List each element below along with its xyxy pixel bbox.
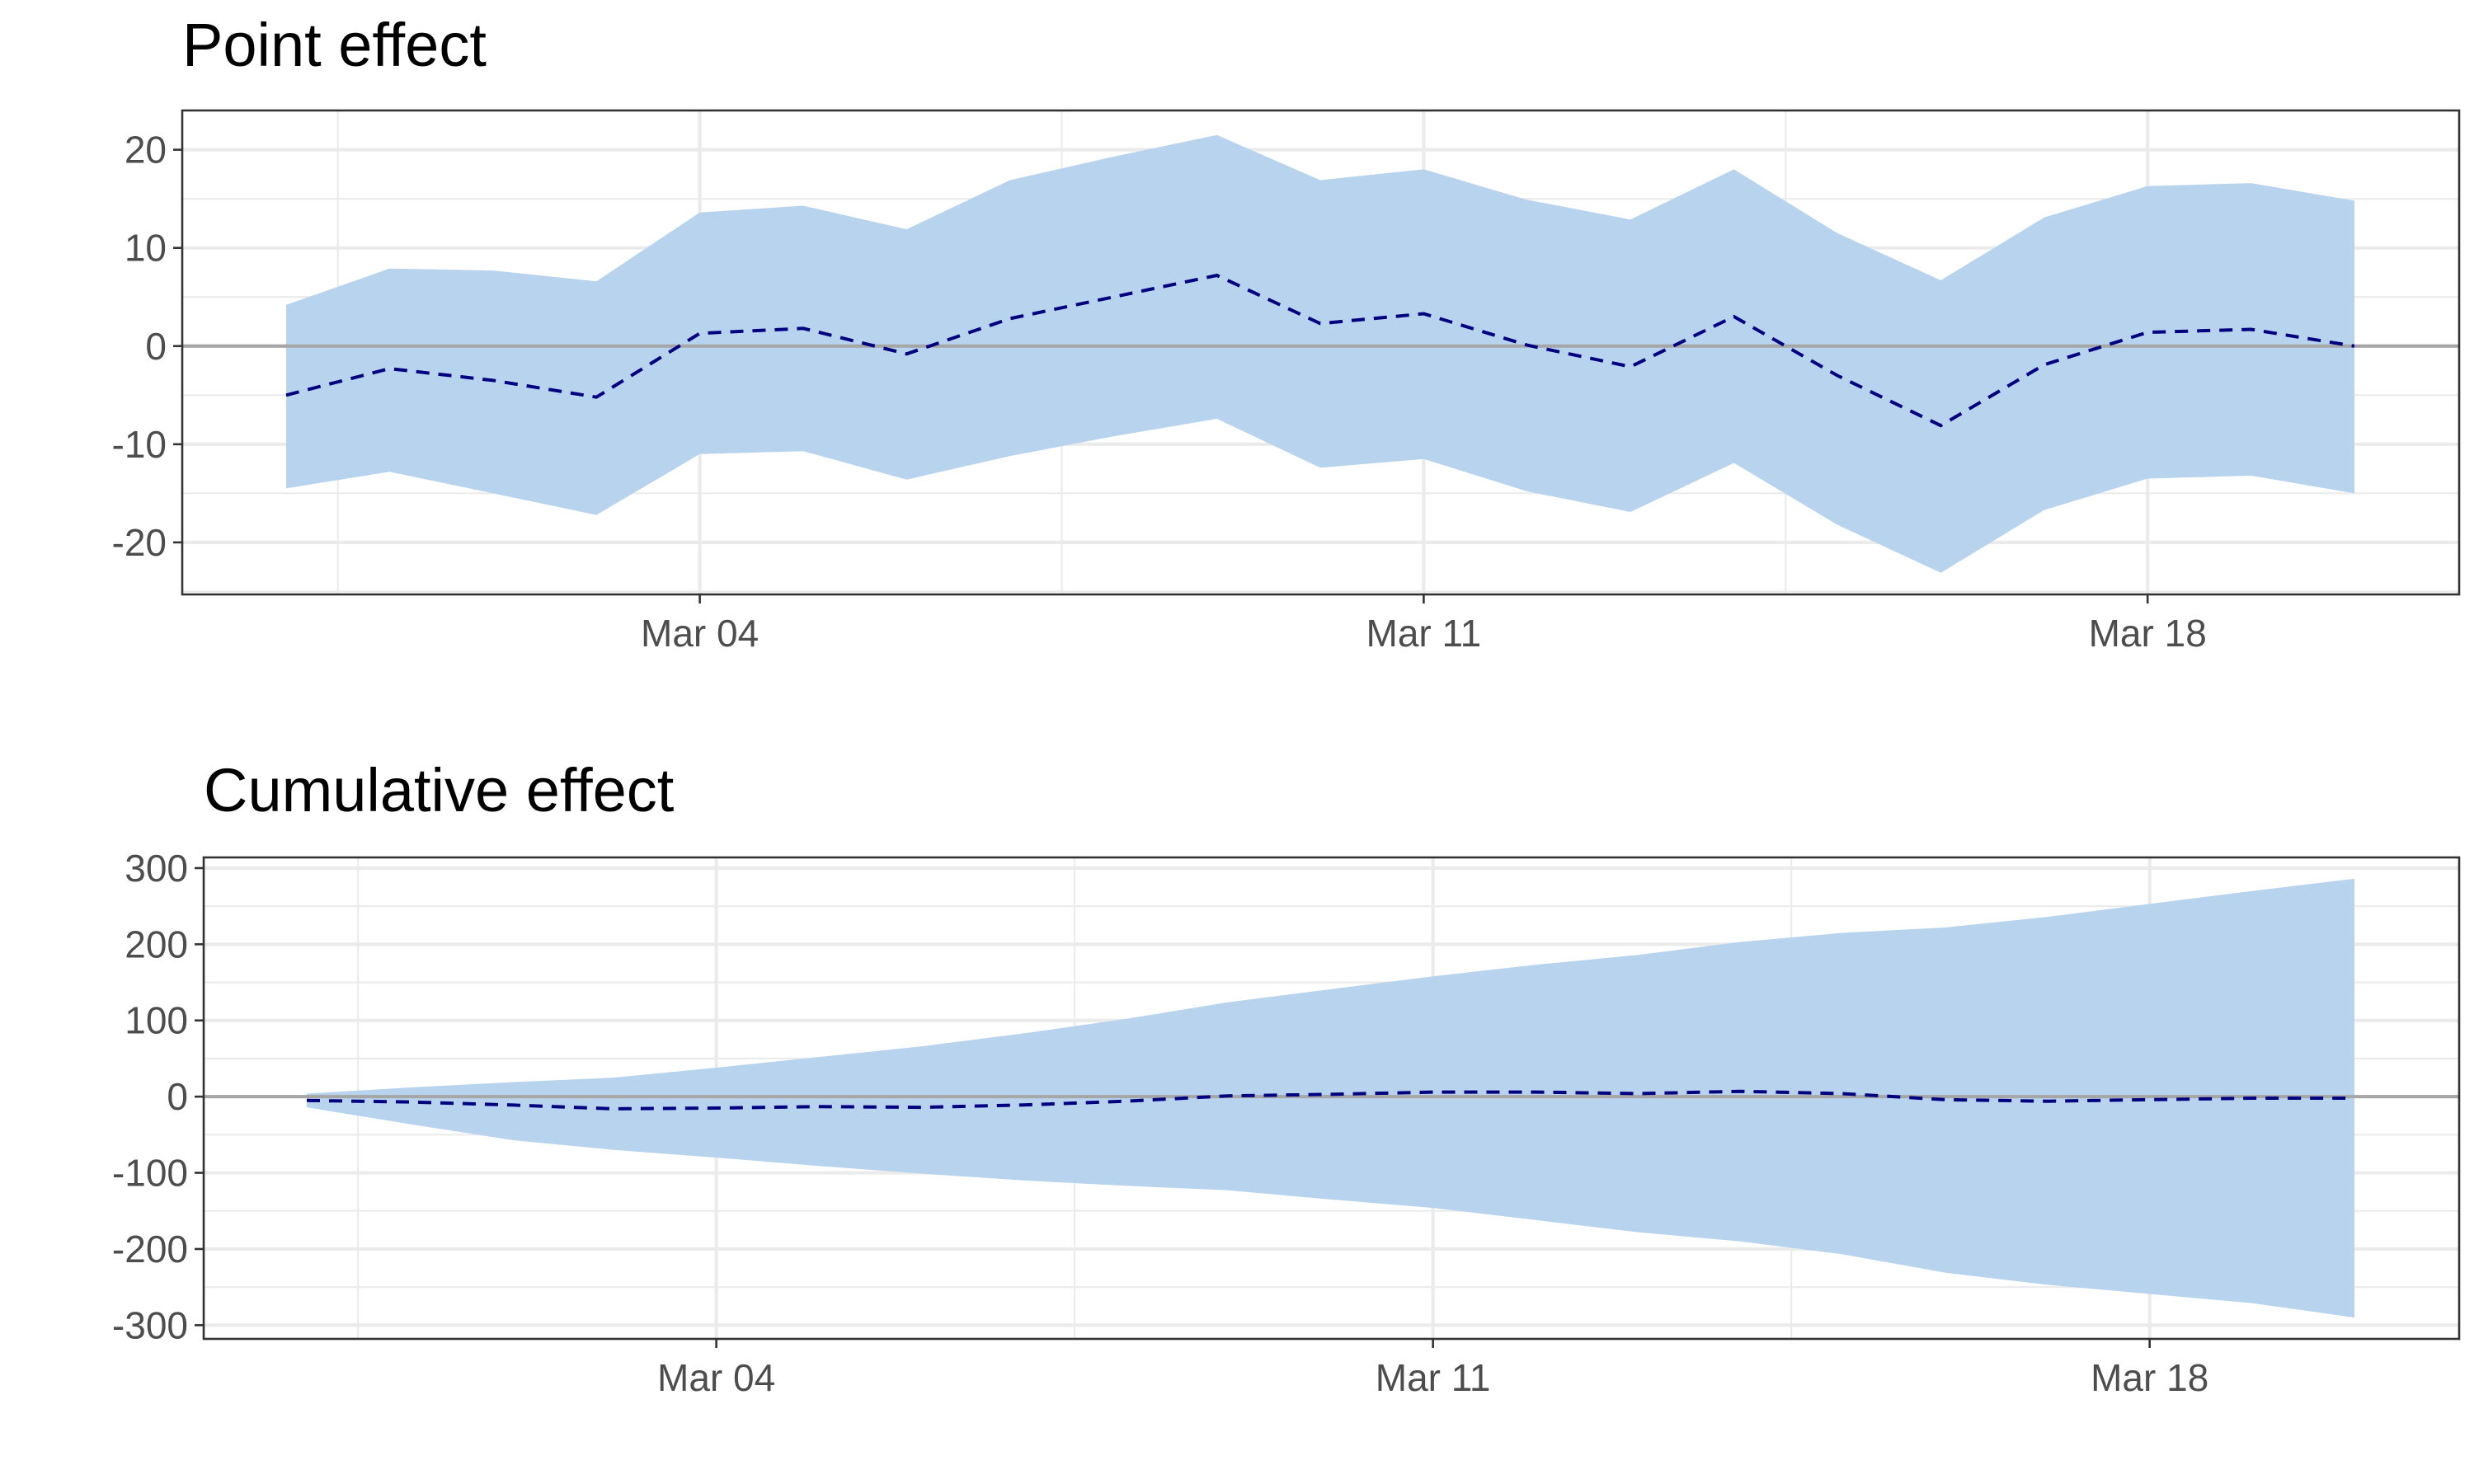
cumulative-effect-line — [306, 1089, 2354, 1111]
y-tick-label: 10 — [125, 227, 167, 270]
cumulative-effect-panel: Cumulative effect 300 200 100 0 -100 -200 -300… — [112, 756, 2461, 1399]
y-tick-label: -10 — [112, 423, 167, 466]
y-tick-label: 0 — [145, 325, 167, 368]
y-tick-label: 300 — [125, 847, 188, 890]
x-tick-label: Mar 04 — [641, 612, 759, 655]
point-effect-line — [285, 273, 2355, 428]
y-tick-label: 0 — [167, 1075, 188, 1118]
y-tick-label: -300 — [112, 1303, 188, 1346]
x-tick-label: Mar 18 — [2089, 612, 2207, 655]
y-tick-label: -200 — [112, 1228, 188, 1270]
point-effect-x-axis: Mar 04 Mar 11 Mar 18 — [641, 594, 2207, 655]
x-tick-label: Mar 11 — [1376, 1356, 1491, 1399]
y-tick-label: -100 — [112, 1152, 188, 1195]
x-tick-label: Mar 11 — [1366, 612, 1482, 655]
x-tick-label: Mar 18 — [2091, 1356, 2208, 1399]
y-tick-label: 100 — [125, 999, 188, 1042]
point-effect-y-axis: 20 10 0 -10 -20 — [112, 129, 182, 564]
cumulative-effect-x-axis: Mar 04 Mar 11 Mar 18 — [657, 1339, 2208, 1399]
cumulative-effect-panel-border — [202, 856, 2461, 1341]
cumulative-effect-y-axis: 300 200 100 0 -100 -200 -300 — [112, 847, 204, 1346]
point-effect-title: Point effect — [182, 11, 487, 79]
y-tick-label: 200 — [125, 923, 188, 965]
point-effect-interval-band — [286, 134, 2354, 573]
cumulative-effect-title: Cumulative effect — [204, 756, 675, 824]
x-tick-label: Mar 04 — [657, 1356, 775, 1399]
y-tick-label: -20 — [112, 521, 167, 564]
point-effect-panel-border — [181, 109, 2461, 596]
y-tick-label: 20 — [125, 129, 167, 171]
